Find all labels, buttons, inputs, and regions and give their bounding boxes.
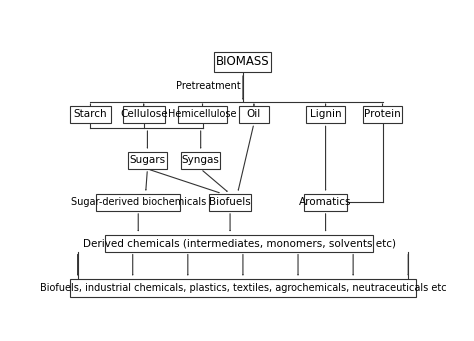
Text: Protein: Protein <box>364 109 401 119</box>
Text: Derived chemicals (intermediates, monomers, solvents etc): Derived chemicals (intermediates, monome… <box>83 238 396 248</box>
Bar <box>363 105 402 123</box>
Bar <box>214 52 272 72</box>
Text: Lignin: Lignin <box>310 109 341 119</box>
Text: Sugars: Sugars <box>129 155 165 165</box>
Text: Biofuels, industrial chemicals, plastics, textiles, agrochemicals, neutraceutica: Biofuels, industrial chemicals, plastics… <box>40 283 446 293</box>
Text: Syngas: Syngas <box>182 155 219 165</box>
Bar <box>128 152 167 169</box>
Text: Pretreatment: Pretreatment <box>176 81 241 91</box>
Bar <box>96 194 181 211</box>
Bar <box>182 152 220 169</box>
Text: Sugar-derived biochemicals: Sugar-derived biochemicals <box>71 197 206 207</box>
Bar <box>209 194 251 211</box>
Bar <box>105 235 374 252</box>
Text: Cellulose: Cellulose <box>120 109 167 119</box>
Text: Starch: Starch <box>73 109 107 119</box>
Text: BIOMASS: BIOMASS <box>216 56 270 69</box>
Bar <box>239 105 269 123</box>
Bar <box>70 279 416 297</box>
Bar <box>178 105 228 123</box>
Bar <box>306 105 345 123</box>
Bar <box>304 194 346 211</box>
Text: Aromatics: Aromatics <box>299 197 352 207</box>
Bar <box>123 105 165 123</box>
Text: Hemicellulose: Hemicellulose <box>168 109 237 119</box>
Bar <box>70 105 110 123</box>
Text: Biofuels: Biofuels <box>209 197 251 207</box>
Text: Oil: Oil <box>247 109 261 119</box>
